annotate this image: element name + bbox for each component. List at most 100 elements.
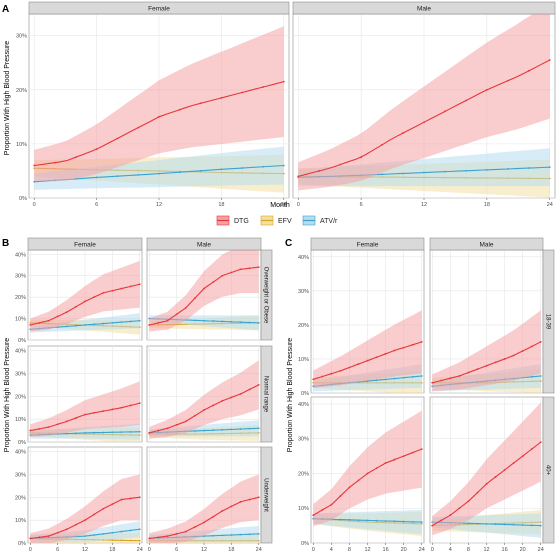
data-point-dtg [120,406,123,409]
data-point-atv-r [539,375,542,377]
y-tick-label: 30% [15,371,26,377]
data-point-atv-r [221,428,224,431]
y-tick-label: 20% [15,495,26,501]
data-point-atv-r [120,321,123,324]
ci-band-dtg [149,250,259,332]
data-point-dtg [339,495,342,497]
data-point-dtg [521,350,524,352]
facet-strip-label: Female [148,6,170,13]
facet-b-underweight-female: 0% 10% 20% 30% 40% 0 6 12 18 24 [15,446,143,553]
data-point-dtg [467,500,470,503]
data-point-atv-r [129,431,132,433]
y-tick-label: 0% [18,338,26,344]
data-point-atv-r [212,429,215,432]
y-tick-label: 40% [15,349,26,355]
data-point-dtg [129,404,132,407]
data-point-atv-r [420,375,423,377]
data-point-atv-r [539,524,542,527]
x-tick-label: 0 [312,547,315,553]
data-point-dtg [158,115,160,118]
facet-a-male: Male 0 6 12 18 24 [292,1,556,208]
data-point-dtg [248,267,251,270]
data-point-dtg [74,523,77,526]
facet-strip-row [542,396,555,544]
data-point-dtg [65,528,68,531]
data-point-atv-r [257,427,260,430]
data-point-dtg [221,399,224,402]
data-point-atv-r [465,169,467,172]
y-tick-label: 10% [16,142,27,148]
facet-c-40-female: 0% 10% 20% 30% 40% 0 4 8 12 16 20 24 [298,396,425,553]
data-point-dtg [402,132,404,134]
panel-letter-a: A [2,4,9,15]
facet-strip-row [260,249,273,341]
data-point-atv-r [485,522,488,525]
x-tick-label: 24 [547,202,553,208]
data-point-dtg [221,510,224,512]
panel-letter-c: C [285,238,292,249]
data-point-atv-r [393,377,396,380]
legend-item-dtg: DTG [216,215,249,226]
data-point-atv-r [129,529,132,532]
facet-strip-row [260,345,273,443]
data-point-dtg [321,375,324,378]
facet-strip [310,237,425,251]
x-tick-label: 24 [256,547,262,553]
data-point-dtg [193,526,196,528]
facet-b-normal-range-female: 0% 10% 20% 30% 40% [15,345,143,446]
ci-band-dtg [30,474,140,543]
data-point-dtg [312,378,315,381]
ci-band-dtg [30,260,140,332]
y-tick-label: 10% [15,417,26,423]
x-tick-label: 4 [449,547,452,553]
data-point-atv-r [230,428,233,431]
data-point-atv-r [84,324,86,326]
data-point-dtg [157,536,160,539]
data-point-dtg [84,300,86,303]
x-tick-label: 12 [364,547,370,553]
data-point-dtg [503,469,506,471]
data-point-atv-r [339,518,342,521]
data-point-dtg [199,102,202,105]
data-point-dtg [84,413,86,416]
x-tick-label: 8 [348,547,351,553]
data-point-dtg [220,96,223,99]
ci-band-dtg [30,381,140,437]
data-point-dtg [56,315,59,318]
data-point-atv-r [84,535,86,538]
x-tick-label: 12 [421,202,427,208]
data-point-atv-r [93,534,96,536]
data-point-atv-r [530,524,533,527]
x-tick-label: 8 [467,547,470,553]
data-point-atv-r [111,431,114,434]
data-point-dtg [111,408,114,411]
y-tick-label: 10% [15,518,26,524]
data-point-dtg [381,143,383,146]
data-point-dtg [402,346,405,349]
data-point-dtg [193,297,196,300]
data-point-dtg [102,291,105,294]
data-point-atv-r [230,534,233,536]
facet-a-female: Female 0% 10% 20% 30% 0 6 12 18 24 [16,1,290,208]
data-point-atv-r [384,520,387,522]
data-point-dtg [530,345,533,348]
ci-band-dtg [432,310,541,392]
data-point-dtg [95,148,98,151]
data-point-atv-r [248,321,251,324]
data-point-atv-r [521,524,524,526]
data-point-dtg [467,371,470,374]
data-point-dtg [230,396,233,399]
data-point-dtg [375,467,378,470]
facet-strip-label: Male [417,6,431,13]
x-tick-label: 18 [484,202,490,208]
data-point-dtg [330,372,333,375]
data-point-atv-r [84,431,86,434]
data-point-dtg [440,519,443,522]
data-point-atv-r [74,324,77,327]
data-point-atv-r [527,167,530,169]
y-tick-label: 30% [16,34,27,40]
data-point-dtg [178,108,181,111]
data-point-dtg [203,409,205,411]
data-point-dtg [29,429,32,432]
data-point-dtg [431,524,434,527]
